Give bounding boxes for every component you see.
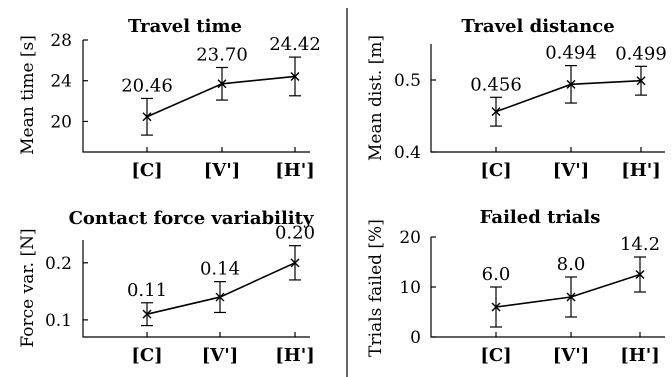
y-tick-label: 28 xyxy=(50,31,72,51)
y-axis-label: Mean time [s] xyxy=(18,35,38,155)
data-point-marker xyxy=(566,292,576,302)
data-point-marker xyxy=(142,309,152,319)
y-axis-label: Mean dist. [m] xyxy=(366,35,386,161)
x-category-label: [V'] xyxy=(553,160,590,181)
y-tick-label: 0.1 xyxy=(45,311,72,331)
data-point-marker xyxy=(290,71,300,81)
x-category-label: [V'] xyxy=(553,345,590,366)
y-tick-label: 10 xyxy=(399,278,421,298)
data-label: 6.0 xyxy=(482,264,511,285)
axis-frame xyxy=(82,40,310,153)
series-line xyxy=(495,273,641,308)
data-label: 24.42 xyxy=(269,34,321,55)
y-tick-label: 0.5 xyxy=(394,71,421,91)
chart-panel-2: Travel distance Mean dist. [m] 0.4 0.5 [C] [V… xyxy=(366,16,667,181)
data-point-marker xyxy=(290,258,300,268)
chart-title: Failed trials xyxy=(480,207,601,228)
data-label: 8.0 xyxy=(557,254,586,275)
data-label: 0.494 xyxy=(545,43,597,64)
data-point-marker xyxy=(217,79,227,89)
data-label: 23.70 xyxy=(196,44,248,65)
y-tick-label: 24 xyxy=(50,72,72,92)
data-label: 0.11 xyxy=(127,280,167,301)
data-point-marker xyxy=(491,107,501,117)
data-point-marker xyxy=(215,292,225,302)
chart-panel-4: Failed trials Trials failed [%] 0 10 20 [C] [V… xyxy=(366,207,665,366)
x-category-label: [H'] xyxy=(621,160,661,181)
y-tick-label: 0.2 xyxy=(45,254,72,274)
data-point-marker xyxy=(142,112,152,122)
x-category-label: [H'] xyxy=(275,160,315,181)
y-tick-label: 0.4 xyxy=(394,143,421,163)
y-axis-label: Trials failed [%] xyxy=(366,219,386,357)
data-label: 14.2 xyxy=(620,234,660,255)
chart-panel-1: Travel time Mean time [s] 20 24 28 [C] [V'] [H'… xyxy=(18,16,321,181)
x-category-label: [V'] xyxy=(202,345,239,366)
axis-frame xyxy=(82,240,310,338)
data-label: 20.46 xyxy=(121,75,173,96)
y-tick-label: 0 xyxy=(410,328,421,348)
data-label: 0.456 xyxy=(470,74,522,95)
data-label: 0.14 xyxy=(200,259,240,280)
y-tick-label: 20 xyxy=(50,112,72,132)
data-label: 0.20 xyxy=(275,223,315,244)
chart-title: Travel distance xyxy=(461,16,614,37)
data-point-marker xyxy=(635,270,645,279)
chart-title: Contact force variability xyxy=(69,208,314,229)
x-category-label: [C] xyxy=(131,160,162,181)
data-point-marker xyxy=(491,302,501,312)
data-point-marker xyxy=(566,79,576,89)
x-category-label: [C] xyxy=(480,160,511,181)
y-tick-label: 20 xyxy=(399,228,421,248)
x-category-label: [V'] xyxy=(204,160,241,181)
x-category-label: [C] xyxy=(480,345,511,366)
y-axis-label: Force var. [N] xyxy=(18,228,38,347)
chart-title: Travel time xyxy=(128,16,242,37)
x-category-label: [C] xyxy=(131,345,162,366)
chart-panel-3: Contact force variability Force var. [N] 0… xyxy=(18,208,315,366)
data-label: 0.499 xyxy=(615,43,667,64)
x-category-label: [H'] xyxy=(275,345,315,366)
x-category-label: [H'] xyxy=(620,345,660,366)
data-point-marker xyxy=(636,76,646,86)
